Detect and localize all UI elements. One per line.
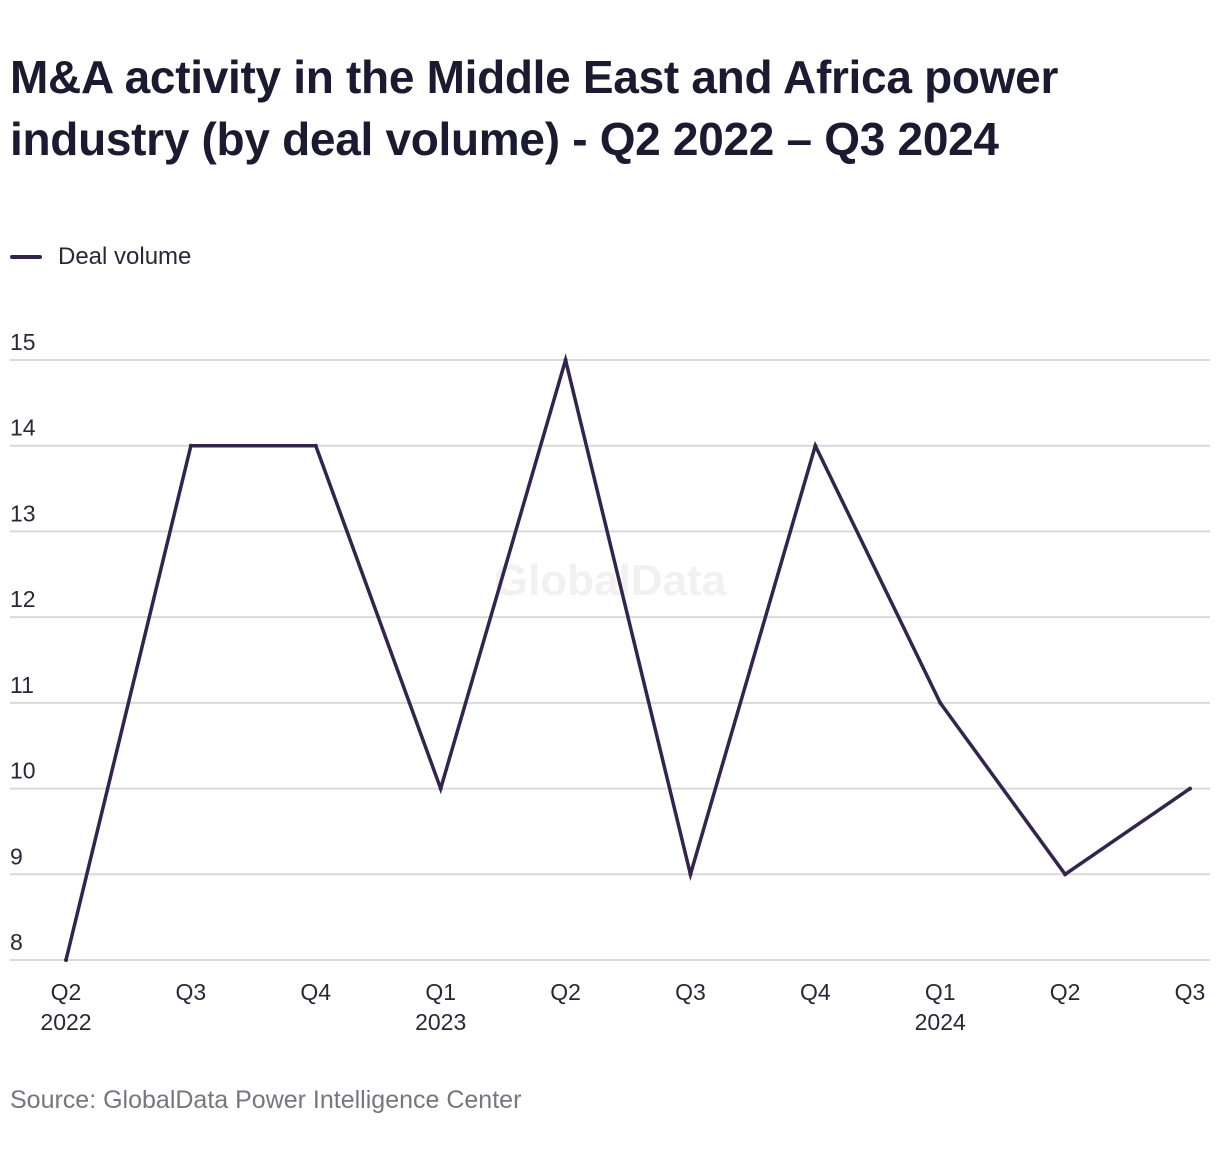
x-tick-label-1: Q3 bbox=[176, 979, 207, 1005]
x-tick-label-2: Q4 bbox=[300, 979, 331, 1005]
x-tick-label-9: Q3 bbox=[1175, 979, 1206, 1005]
data-point-6 bbox=[813, 443, 818, 448]
watermark: GlobalData bbox=[494, 556, 727, 605]
y-tick-label-8: 8 bbox=[10, 929, 23, 955]
data-point-5 bbox=[688, 872, 693, 877]
x-tick-label-6: Q4 bbox=[800, 979, 831, 1005]
y-tick-label-15: 15 bbox=[10, 329, 36, 355]
series-deal-volume bbox=[64, 353, 1192, 962]
x-tick-year-label-7: 2024 bbox=[915, 1009, 966, 1035]
data-point-1 bbox=[188, 443, 193, 448]
y-tick-label-11: 11 bbox=[10, 672, 34, 698]
x-tick-label-0: Q2 bbox=[51, 979, 82, 1005]
x-tick-year-label-0: 2022 bbox=[40, 1009, 91, 1035]
x-tick-label-5: Q3 bbox=[675, 979, 706, 1005]
y-tick-label-12: 12 bbox=[10, 586, 36, 612]
source-note: Source: GlobalData Power Intelligence Ce… bbox=[10, 1086, 522, 1114]
x-axis-ticks: Q2 2022 Q3 Q4 Q1 2023 Q2 Q3 Q4 Q1 2024 Q2 Q3 bbox=[40, 979, 1205, 1035]
data-point-2 bbox=[313, 443, 318, 448]
x-tick-year-label-3: 2023 bbox=[415, 1009, 466, 1035]
y-tick-label-14: 14 bbox=[10, 415, 36, 441]
data-point-4 bbox=[563, 358, 568, 362]
data-point-3 bbox=[438, 786, 443, 791]
legend-label-deal-volume: Deal volume bbox=[58, 243, 192, 270]
y-axis-ticks: 8 9 10 11 12 13 14 15 bbox=[10, 329, 36, 955]
data-point-9 bbox=[1188, 786, 1192, 791]
series-line-deal-volume bbox=[64, 353, 1191, 961]
x-tick-label-3: Q1 bbox=[425, 979, 456, 1005]
x-tick-label-7: Q1 bbox=[925, 979, 956, 1005]
x-tick-label-4: Q2 bbox=[550, 979, 581, 1005]
legend: Deal volume bbox=[10, 242, 191, 272]
y-tick-label-9: 9 bbox=[10, 843, 23, 869]
data-point-7 bbox=[938, 700, 943, 705]
legend-swatch bbox=[10, 255, 42, 259]
data-point-0 bbox=[64, 958, 68, 962]
y-tick-label-10: 10 bbox=[10, 758, 36, 784]
x-tick-label-8: Q2 bbox=[1050, 979, 1081, 1005]
line-chart: GlobalData 8 9 10 11 12 13 14 15 Q2 2022 Q3 Q4 Q1 20… bbox=[10, 329, 1210, 1035]
y-tick-label-13: 13 bbox=[10, 500, 36, 526]
chart-title: M&A activity in the Middle East and Afri… bbox=[10, 51, 1059, 165]
gridlines bbox=[10, 359, 1210, 961]
data-point-8 bbox=[1063, 872, 1068, 877]
